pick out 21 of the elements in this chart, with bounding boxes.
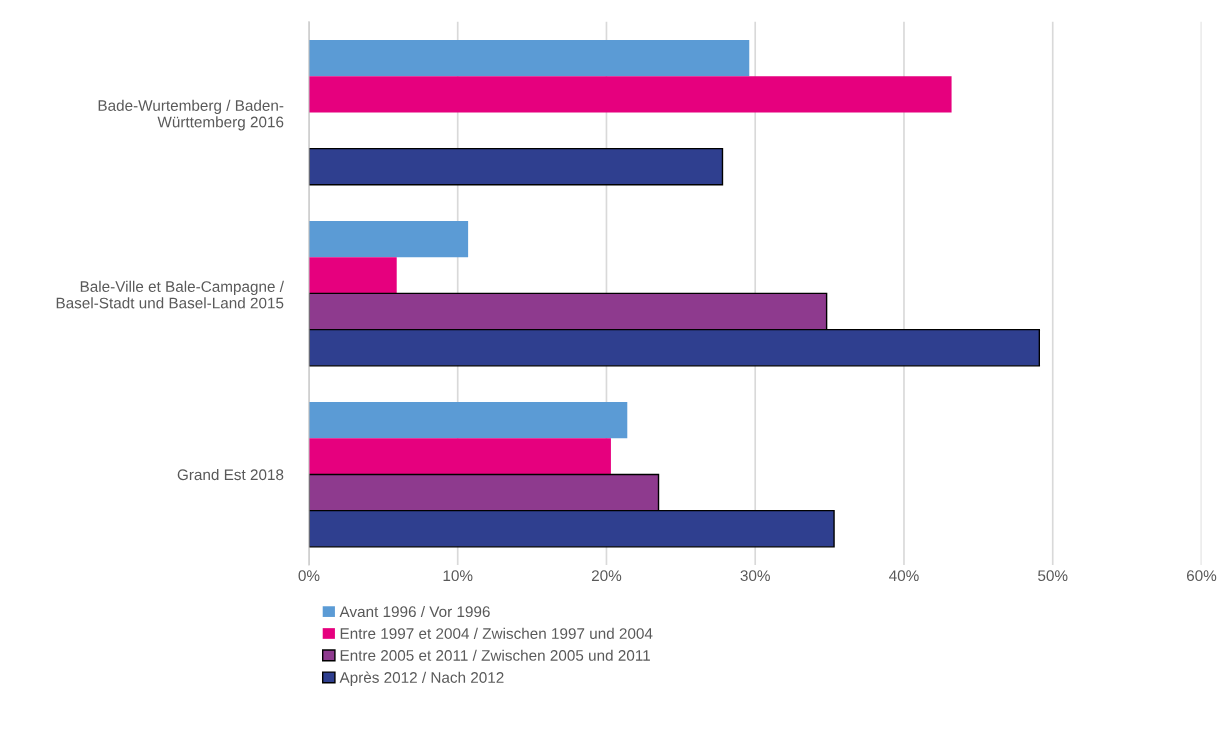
bar: [308, 257, 397, 294]
legend-label: Avant 1996 / Vor 1996: [339, 605, 490, 618]
bar: [308, 402, 628, 439]
legend-label: Entre 2005 et 2011 / Zwischen 2005 und 2011: [340, 649, 650, 661]
legend-label: Après 2012 / Nach 2012: [339, 671, 504, 686]
bar: [308, 221, 469, 258]
x-tick-label: 30%: [740, 570, 770, 582]
x-tick-label: 0%: [298, 570, 320, 582]
bar: [308, 147, 724, 186]
bar: [308, 438, 611, 475]
x-tick-label: 40%: [889, 570, 919, 582]
x-tick-label: 50%: [1038, 570, 1068, 582]
x-tick-label: 10%: [443, 570, 473, 582]
y-tick-label: Bale-Ville et Bale-Campagne / Basel-Stadt und Basel-Land 2015: [56, 280, 284, 309]
y-tick-label: Grand Est 2018: [177, 468, 284, 481]
x-tick-label: 20%: [591, 570, 622, 582]
bar: [308, 76, 952, 113]
x-tick-label: 60%: [1186, 570, 1217, 582]
y-tick-label: Bade-Wurtemberg / Baden- Württemberg 2016: [98, 99, 284, 131]
bar: [308, 39, 750, 77]
legend-label: Entre 1997 et 2004 / Zwischen 1997 und 2004: [340, 627, 653, 639]
